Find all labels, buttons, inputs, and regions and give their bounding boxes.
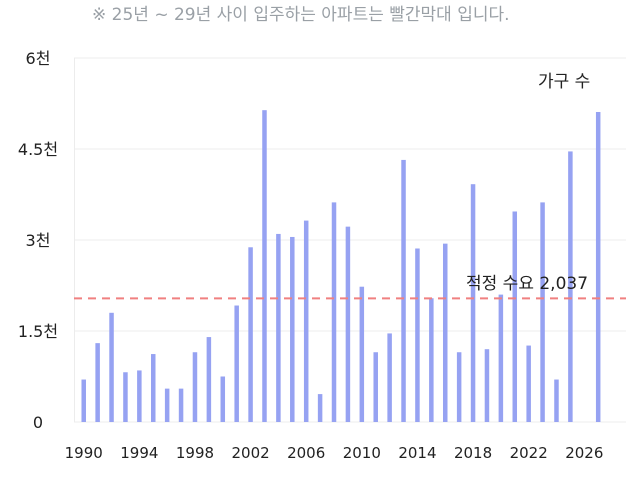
bar-2021 — [512, 211, 518, 422]
bar-2000 — [220, 376, 226, 422]
bar-1998 — [192, 352, 198, 422]
bar-2013 — [401, 159, 406, 423]
x-tick-label: 2018 — [454, 444, 492, 462]
bar-2025 — [568, 151, 573, 422]
bars — [81, 110, 601, 423]
x-tick-label: 2014 — [398, 444, 436, 462]
x-axis-ticks: 1990 1994 1998 2002 2006 2010 2014 2018 2022 2026 — [65, 444, 604, 462]
y-tick-label: 1.5천 — [18, 322, 58, 341]
bar-2006 — [303, 220, 309, 422]
x-tick-label: 1994 — [120, 444, 158, 462]
bar-2022 — [526, 345, 531, 422]
x-tick-label: 2026 — [565, 444, 603, 462]
bar-1995 — [151, 354, 156, 422]
x-tick-label: 2010 — [343, 444, 381, 462]
bar-1993 — [123, 372, 128, 422]
y-tick-label: 4.5천 — [18, 140, 58, 159]
y-axis-ticks: 0 1.5천 3천 4.5천 6천 — [18, 49, 58, 432]
bar-2004 — [276, 233, 281, 422]
bar-2020 — [498, 294, 504, 422]
bar-2014 — [415, 248, 420, 422]
bar-2018 — [470, 184, 476, 422]
bar-2007 — [317, 394, 323, 422]
bar-1990 — [81, 379, 86, 422]
y-tick-label: 0 — [33, 413, 43, 432]
bar-2001 — [234, 305, 239, 422]
bar-2002 — [248, 247, 253, 422]
legend-label: 가구 수 — [538, 72, 590, 92]
bar-2012 — [387, 333, 392, 422]
x-tick-label: 1998 — [176, 444, 214, 462]
chart-note: ※ 25년 ~ 29년 사이 입주하는 아파트는 빨간막대 입니다. — [92, 5, 510, 25]
y-tick-label: 3천 — [26, 231, 51, 250]
bar-2011 — [373, 352, 378, 422]
x-tick-label: 2022 — [510, 444, 548, 462]
bar-1997 — [178, 388, 184, 422]
bar-1999 — [206, 337, 212, 422]
bar-2027 — [595, 111, 601, 422]
bar-2023 — [540, 202, 545, 422]
bar-2024 — [554, 379, 559, 422]
bar-2015 — [429, 298, 434, 422]
y-tick-label: 6천 — [26, 49, 51, 68]
bar-1992 — [109, 312, 114, 422]
bar-1996 — [164, 388, 170, 422]
reference-line-label: 적정 수요 2,037 — [466, 274, 588, 294]
x-tick-label: 1990 — [65, 444, 103, 462]
bar-2019 — [484, 349, 490, 422]
bar-1991 — [95, 343, 100, 422]
bar-2016 — [442, 243, 448, 422]
bar-2010 — [359, 286, 365, 422]
bar-2005 — [290, 236, 295, 422]
bar-2017 — [456, 352, 462, 422]
bar-1994 — [137, 370, 142, 422]
bar-2009 — [345, 226, 351, 422]
x-tick-label: 2002 — [231, 444, 269, 462]
bar-2008 — [331, 202, 337, 422]
x-tick-label: 2006 — [287, 444, 325, 462]
bar-2003 — [262, 110, 267, 422]
